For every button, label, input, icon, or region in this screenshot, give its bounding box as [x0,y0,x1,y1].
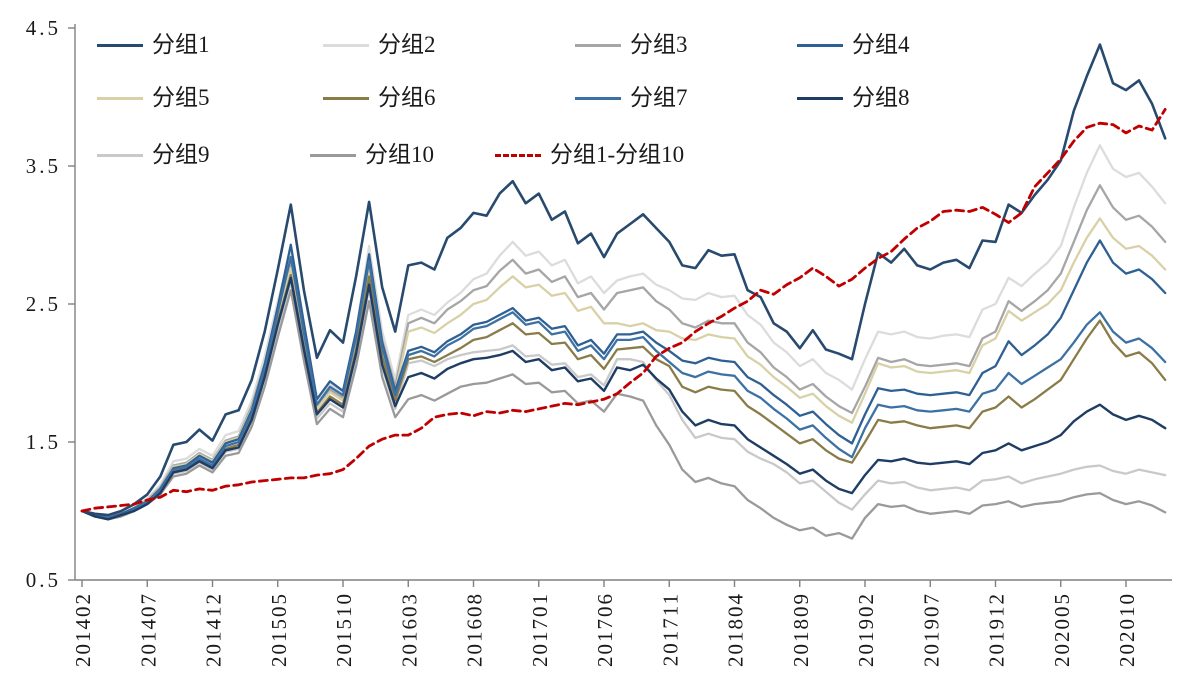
series-line-g10 [80,289,1167,540]
x-tick-label: 201701 [528,592,552,667]
x-tick-label: 201706 [593,592,617,667]
x-tick-label: 201608 [463,592,487,667]
series-line-g2 [80,144,1167,518]
y-tick-label: 2.5 [26,292,61,316]
x-tick-label: 201402 [71,592,95,667]
series-line-g1 [80,43,1167,517]
x-tick-label: 201902 [854,592,878,667]
x-tick-label: 201907 [919,592,943,667]
y-tick-label: 4.5 [26,16,61,40]
x-tick-label: 201809 [789,592,813,667]
x-tick-label: 201804 [724,592,748,667]
x-tick-label: 201912 [985,592,1009,667]
x-tick-label: 202010 [1115,592,1139,667]
y-tick-label: 0.5 [26,568,61,592]
series-line-g7 [80,255,1167,520]
x-tick-label: 202005 [1050,592,1074,667]
x-tick-label: 201711 [658,592,682,666]
y-tick-label: 3.5 [26,154,61,178]
y-tick-label: 1.5 [26,430,61,454]
series-line-g8 [80,276,1167,521]
x-tick-label: 201407 [136,592,160,667]
x-tick-label: 201603 [397,592,421,667]
x-tick-label: 201505 [267,592,291,667]
x-tick-label: 201412 [202,592,226,667]
x-tick-label: 201510 [332,592,356,667]
longshort-spread-line [80,108,1167,513]
